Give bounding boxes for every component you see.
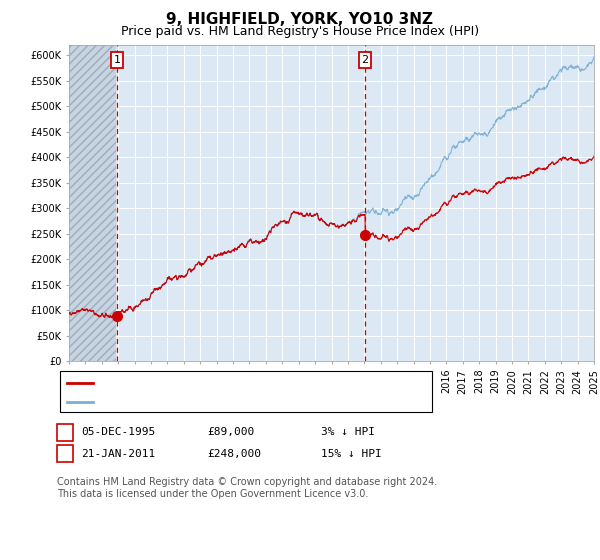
Text: 15% ↓ HPI: 15% ↓ HPI [321,449,382,459]
Text: 2: 2 [62,449,68,459]
Text: £89,000: £89,000 [207,427,254,437]
Text: Price paid vs. HM Land Registry's House Price Index (HPI): Price paid vs. HM Land Registry's House … [121,25,479,38]
Text: 3% ↓ HPI: 3% ↓ HPI [321,427,375,437]
Text: 2: 2 [362,55,368,65]
Text: 21-JAN-2011: 21-JAN-2011 [81,449,155,459]
Text: 9, HIGHFIELD, YORK, YO10 3NZ (detached house): 9, HIGHFIELD, YORK, YO10 3NZ (detached h… [97,377,373,388]
Text: 1: 1 [113,55,121,65]
Text: 9, HIGHFIELD, YORK, YO10 3NZ: 9, HIGHFIELD, YORK, YO10 3NZ [167,12,433,27]
Text: 05-DEC-1995: 05-DEC-1995 [81,427,155,437]
Text: Contains HM Land Registry data © Crown copyright and database right 2024.
This d: Contains HM Land Registry data © Crown c… [57,477,437,499]
Bar [69,42,116,361]
Text: £248,000: £248,000 [207,449,261,459]
Text: HPI: Average price, detached house, York: HPI: Average price, detached house, York [97,396,326,407]
Text: 1: 1 [62,427,68,437]
